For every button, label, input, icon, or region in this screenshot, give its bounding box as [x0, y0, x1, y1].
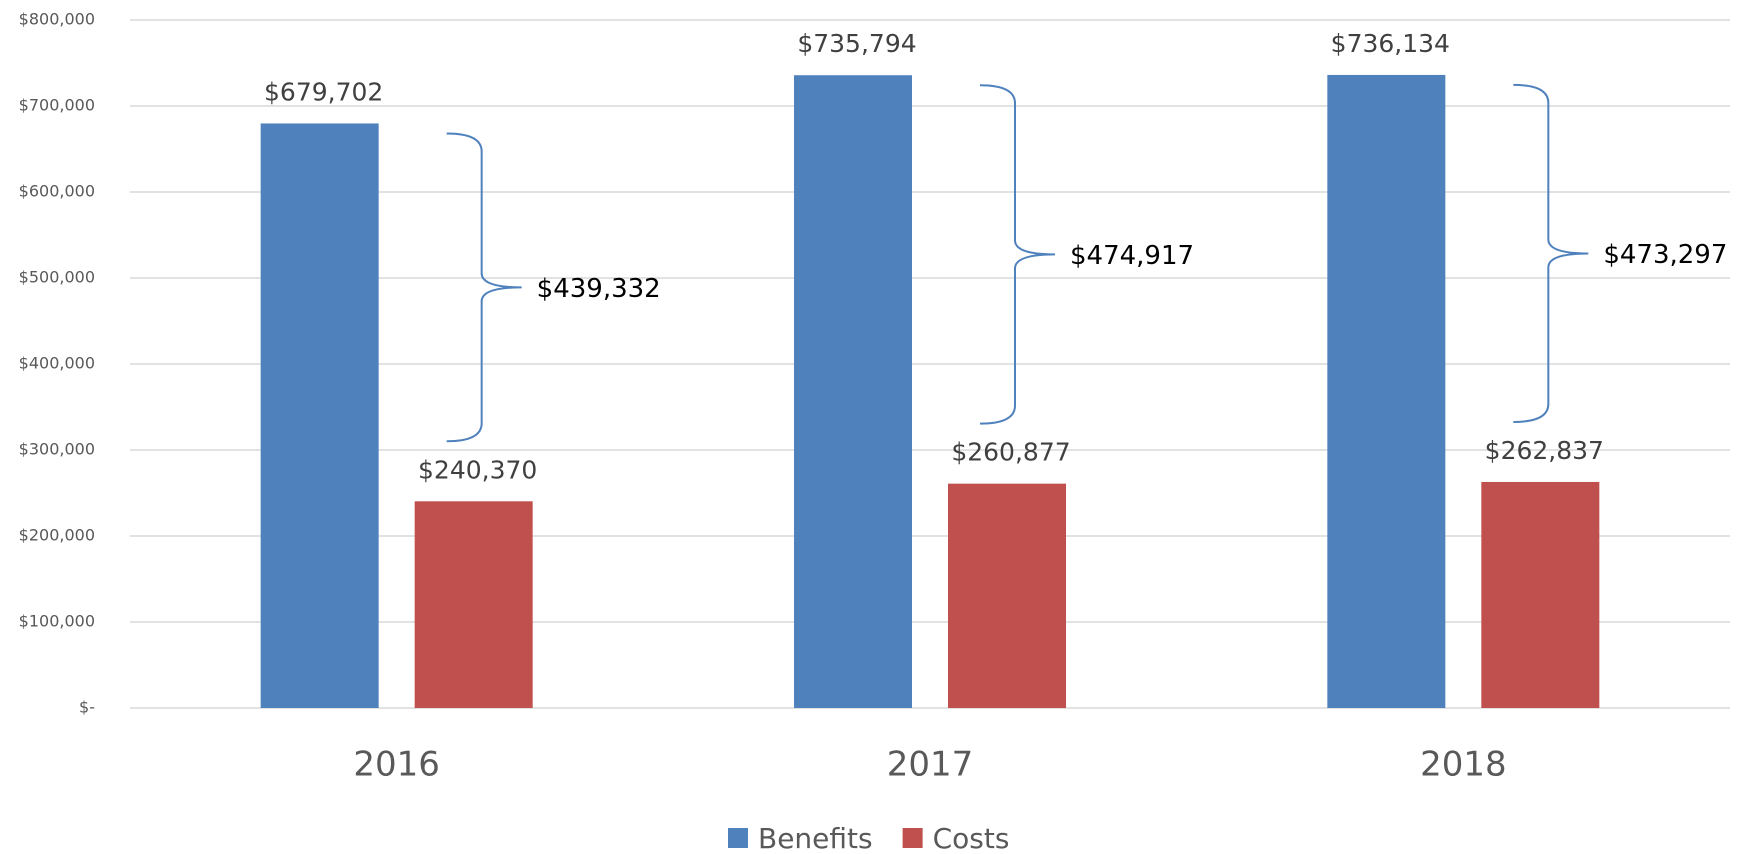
legend-label: Costs — [933, 822, 1010, 854]
y-tick-label: $400,000 — [19, 354, 95, 373]
difference-brace — [1513, 83, 1589, 423]
bar — [948, 483, 1066, 708]
x-tick-label: 2016 — [353, 745, 440, 785]
legend-swatch — [728, 828, 748, 848]
difference-brace — [446, 132, 522, 443]
value-label: $262,837 — [1485, 436, 1604, 465]
y-tick-label: $100,000 — [19, 612, 95, 631]
difference-brace — [979, 84, 1056, 425]
y-tick-label: $500,000 — [19, 268, 95, 287]
legend-label: Benefits — [758, 822, 873, 854]
y-tick-label: $200,000 — [19, 526, 95, 545]
y-tick-label: $700,000 — [19, 96, 95, 115]
difference-label: $439,332 — [537, 274, 661, 304]
bar — [260, 123, 379, 708]
value-label: $735,794 — [797, 29, 916, 58]
legend-swatch — [902, 828, 923, 848]
value-label: $240,370 — [418, 455, 537, 484]
difference-label: $474,917 — [1070, 241, 1194, 271]
bar — [414, 501, 533, 708]
y-tick-label: $600,000 — [19, 182, 95, 201]
x-tick-label: 2018 — [1420, 745, 1507, 785]
value-label: $260,877 — [951, 438, 1070, 467]
bar — [794, 75, 912, 708]
x-tick-label: 2017 — [887, 745, 974, 785]
y-tick-label: $800,000 — [19, 10, 95, 29]
value-label: $679,702 — [264, 77, 383, 106]
value-label: $736,134 — [1331, 29, 1450, 58]
bar — [1481, 481, 1600, 708]
y-tick-label: $300,000 — [19, 440, 95, 459]
difference-label: $473,297 — [1603, 240, 1727, 270]
bar — [1327, 74, 1446, 709]
y-tick-label: $- — [79, 698, 95, 717]
